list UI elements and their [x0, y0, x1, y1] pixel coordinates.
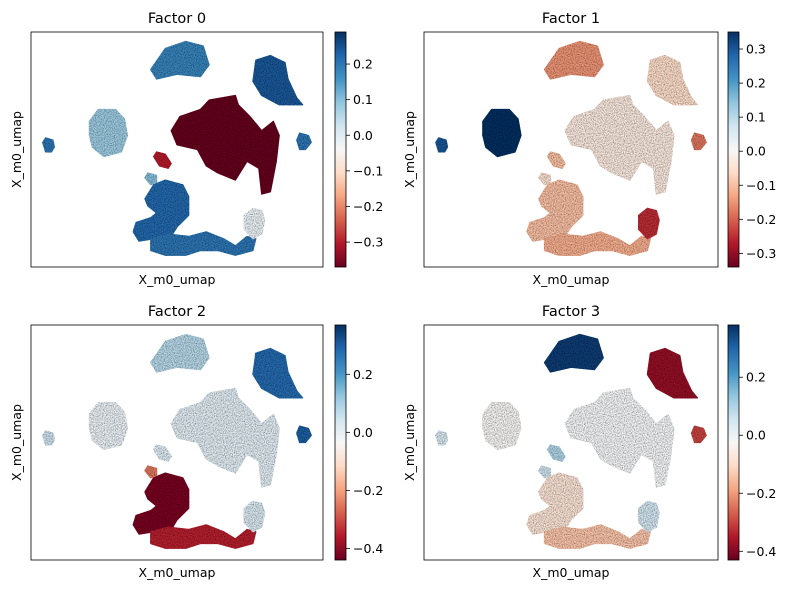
- colorbar-tick-label: 0.0: [746, 144, 766, 159]
- cluster-small-right: [296, 425, 312, 444]
- colorbar-tick-label: −0.3: [353, 235, 383, 250]
- y-axis-label: X_m0_umap: [402, 111, 417, 188]
- colorbar-tick-label: −0.1: [353, 163, 383, 178]
- cluster-center-big: [170, 387, 280, 488]
- cluster-small-piece: [144, 172, 158, 186]
- colorbar-frame: [727, 324, 740, 561]
- cluster-tail: [543, 231, 652, 256]
- cluster-tiny-mid: [546, 151, 566, 169]
- factor-panel-2: Factor 2 X_m0_umap X_m0_umap 0.2 0.0 −0.2 −0.4: [9, 304, 383, 580]
- colorbar-tick-label: 0.0: [746, 428, 766, 443]
- panel-title: Factor 0: [148, 11, 206, 27]
- cluster-small-right: [690, 132, 707, 151]
- umap-points: [435, 333, 707, 549]
- y-axis-label: X_m0_umap: [9, 111, 24, 188]
- colorbar-tick-label: 0.2: [353, 367, 373, 382]
- cluster-upper-right: [646, 54, 699, 106]
- cluster-tail-end: [637, 207, 660, 240]
- cluster-top-cap: [150, 333, 210, 373]
- factor-panel-0: Factor 0 X_m0_umap X_m0_umap 0.2 0.1 0.0 −0.1 −…: [9, 11, 383, 287]
- panel-title: Factor 3: [542, 304, 600, 320]
- cluster-small-piece: [538, 465, 552, 479]
- axes-frame: [423, 324, 719, 561]
- colorbar: [728, 325, 739, 560]
- colorbar-tick-label: 0.1: [353, 92, 373, 107]
- cluster-tail: [150, 231, 257, 256]
- cluster-upper-right: [252, 54, 304, 106]
- cluster-tail: [543, 524, 652, 549]
- cluster-tail-end: [243, 500, 266, 533]
- colorbar-tick-label: 0.0: [353, 425, 373, 440]
- panel-title: Factor 2: [148, 304, 206, 320]
- cluster-center-big: [564, 387, 675, 488]
- umap-points: [42, 333, 312, 549]
- colorbar-tick-label: 0.2: [353, 57, 373, 72]
- cluster-small-piece: [538, 172, 552, 186]
- x-axis-label: X_m0_umap: [139, 565, 216, 580]
- cluster-small-left: [42, 430, 56, 446]
- cluster-ring-left: [482, 402, 522, 451]
- colorbar: [335, 325, 346, 560]
- umap-points: [435, 40, 707, 256]
- cluster-small-left: [435, 430, 449, 446]
- cluster-upper-right: [252, 347, 304, 399]
- colorbar-tick-label: −0.4: [353, 541, 383, 556]
- x-axis-label: X_m0_umap: [139, 272, 216, 287]
- y-axis-label: X_m0_umap: [9, 404, 24, 481]
- cluster-center-big: [564, 94, 675, 195]
- cluster-top-cap: [543, 333, 604, 373]
- colorbar: [335, 32, 346, 267]
- colorbar-tick-label: 0.0: [353, 128, 373, 143]
- cluster-top-cap: [150, 40, 210, 80]
- axes-frame: [30, 324, 324, 561]
- colorbar-tick-label: −0.3: [746, 246, 776, 261]
- cluster-tiny-mid: [546, 444, 566, 462]
- cluster-upper-right: [646, 347, 699, 399]
- cluster-small-right: [690, 425, 707, 444]
- cluster-tail-end: [243, 207, 266, 240]
- cluster-small-left: [42, 137, 56, 153]
- colorbar-tick-label: 0.1: [746, 110, 766, 125]
- colorbar-tick-label: 0.3: [746, 42, 766, 57]
- colorbar-tick-label: −0.4: [746, 544, 776, 559]
- x-axis-label: X_m0_umap: [533, 272, 610, 287]
- colorbar-tick-label: −0.2: [353, 483, 383, 498]
- cluster-small-piece: [144, 465, 158, 479]
- y-axis-label: X_m0_umap: [402, 404, 417, 481]
- colorbar-frame: [334, 324, 347, 561]
- cluster-tiny-mid: [153, 151, 172, 169]
- cluster-tail: [150, 524, 257, 549]
- cluster-ring-left: [88, 108, 129, 158]
- cluster-ring-left: [482, 108, 522, 158]
- cluster-center-big: [170, 94, 280, 195]
- colorbar-tick-label: 0.2: [746, 370, 766, 385]
- umap-points: [42, 40, 312, 256]
- colorbar-tick-label: 0.2: [746, 76, 766, 91]
- x-axis-label: X_m0_umap: [533, 565, 610, 580]
- cluster-ring-left: [88, 402, 129, 451]
- factor-panel-3: Factor 3 X_m0_umap X_m0_umap 0.2 0.0 −0.2 −0.4: [402, 304, 776, 580]
- panel-title: Factor 1: [542, 11, 600, 27]
- cluster-small-left: [435, 137, 449, 153]
- cluster-tail-end: [637, 500, 660, 533]
- colorbar-tick-label: −0.1: [746, 178, 776, 193]
- colorbar: [728, 32, 739, 267]
- colorbar-frame: [334, 31, 347, 268]
- axes-frame: [30, 31, 324, 268]
- factor-panel-1: Factor 1 X_m0_umap X_m0_umap 0.3 0.2 0.1 0.0 −0…: [402, 11, 776, 287]
- colorbar-tick-label: −0.2: [353, 199, 383, 214]
- cluster-top-cap: [543, 40, 604, 80]
- colorbar-tick-label: −0.2: [746, 212, 776, 227]
- colorbar-tick-label: −0.2: [746, 486, 776, 501]
- cluster-tiny-mid: [153, 444, 172, 462]
- colorbar-frame: [727, 31, 740, 268]
- axes-frame: [423, 31, 719, 268]
- cluster-small-right: [296, 132, 312, 151]
